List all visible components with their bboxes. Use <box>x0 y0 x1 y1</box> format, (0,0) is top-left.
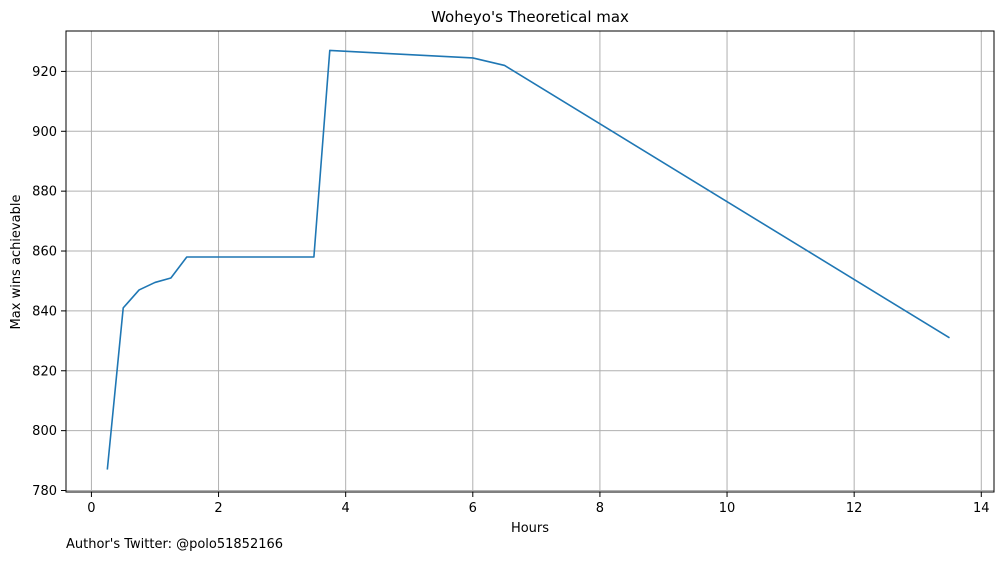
y-tick-label: 800 <box>32 424 57 439</box>
grid <box>66 31 994 492</box>
y-tick-label: 900 <box>32 125 57 140</box>
y-tick-label: 840 <box>32 304 57 319</box>
x-tick-label: 10 <box>719 501 736 516</box>
y-tick-label: 780 <box>32 484 57 499</box>
y-tick-label: 920 <box>32 65 57 80</box>
y-tick-label: 860 <box>32 245 57 260</box>
y-tick-label: 820 <box>32 364 57 379</box>
x-tick-label: 12 <box>846 501 863 516</box>
series-layer <box>106 49 950 470</box>
y-axis-label: Max wins achievable <box>9 195 24 330</box>
x-tick-label: 2 <box>214 501 222 516</box>
x-tick-label: 4 <box>342 501 350 516</box>
x-axis-label: Hours <box>511 521 549 536</box>
x-tick-label: 0 <box>87 501 95 516</box>
series-line <box>106 49 950 470</box>
plot-area-frame <box>65 30 995 493</box>
x-tick-label: 14 <box>973 501 990 516</box>
author-twitter-note: Author's Twitter: @polo51852166 <box>66 537 284 552</box>
y-tick-label: 880 <box>32 185 57 200</box>
axis-ticks: 0 2 4 6 8 10 12 14 780 800 820 840 860 880 900 920 <box>32 65 989 516</box>
chart-title: Woheyo's Theoretical max <box>431 8 629 26</box>
x-tick-label: 6 <box>469 501 477 516</box>
x-tick-label: 8 <box>596 501 604 516</box>
